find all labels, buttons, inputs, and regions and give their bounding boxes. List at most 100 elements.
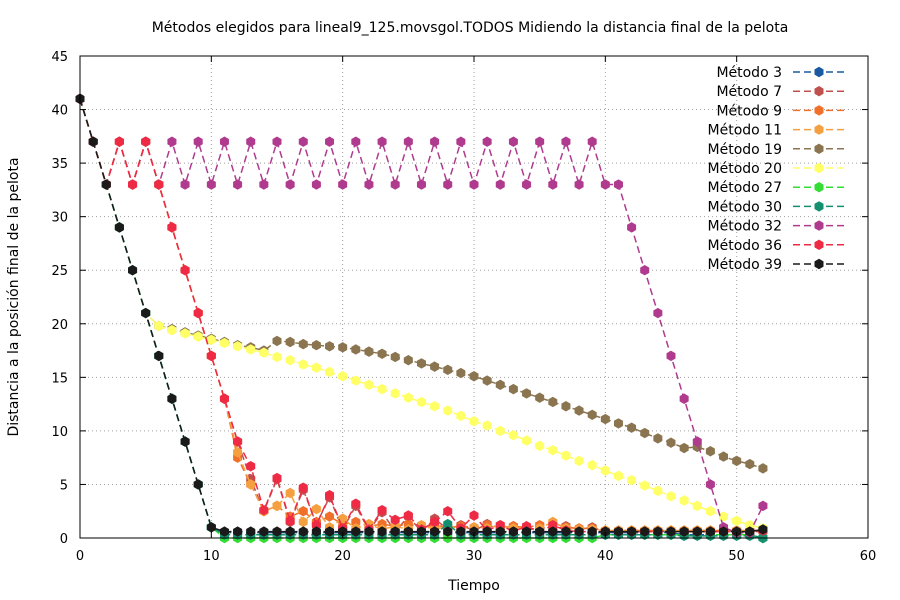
legend-label: Método 9 xyxy=(716,103,782,119)
data-point xyxy=(259,504,269,516)
data-point xyxy=(285,515,295,527)
legend-item: Método 19 xyxy=(708,142,845,158)
y-tick-label: 15 xyxy=(51,371,68,386)
data-point xyxy=(719,526,729,537)
legend-label: Método 39 xyxy=(708,257,782,273)
data-point xyxy=(246,461,256,472)
data-point xyxy=(522,388,532,399)
data-point xyxy=(403,136,413,147)
data-point xyxy=(574,179,584,190)
legend-marker xyxy=(814,258,824,270)
data-point xyxy=(522,179,532,190)
data-point xyxy=(666,491,676,502)
data-point xyxy=(390,179,400,190)
legend-item: Método 11 xyxy=(708,123,845,139)
data-point xyxy=(285,526,295,537)
legend-item: Método 39 xyxy=(708,257,845,273)
data-point xyxy=(377,504,387,516)
data-point xyxy=(508,383,518,395)
grid-lines xyxy=(80,56,868,538)
series-4 xyxy=(75,93,768,536)
data-point xyxy=(206,522,216,533)
data-point xyxy=(482,375,492,386)
data-point xyxy=(351,344,361,355)
data-point xyxy=(403,510,413,521)
legend-marker xyxy=(814,182,824,193)
data-point xyxy=(456,136,466,147)
data-point xyxy=(416,396,426,408)
data-point xyxy=(416,179,426,190)
data-point xyxy=(732,515,742,527)
data-point xyxy=(351,498,361,509)
data-point xyxy=(679,393,689,404)
series-2 xyxy=(75,93,768,537)
data-point xyxy=(627,526,637,537)
data-point xyxy=(587,136,597,147)
data-point xyxy=(705,526,715,537)
legend-item: Método 9 xyxy=(716,103,845,119)
data-point xyxy=(666,350,676,362)
data-point xyxy=(443,179,453,190)
series-layer xyxy=(75,93,768,544)
data-point xyxy=(443,364,453,376)
data-point xyxy=(469,526,479,537)
y-tick-label: 35 xyxy=(51,157,68,172)
data-point xyxy=(574,405,584,416)
data-point xyxy=(561,136,571,147)
data-point xyxy=(416,358,426,369)
y-tick-label: 20 xyxy=(51,318,68,333)
data-point xyxy=(403,392,413,403)
legend-label: Método 32 xyxy=(708,219,782,235)
data-point xyxy=(325,341,335,352)
data-point xyxy=(154,320,164,332)
data-point xyxy=(600,413,610,425)
data-point xyxy=(390,514,400,525)
data-point xyxy=(141,307,151,319)
x-tick-label: 60 xyxy=(860,549,877,564)
x-tick-label: 20 xyxy=(334,549,351,564)
data-point xyxy=(364,179,374,190)
data-point xyxy=(495,425,505,437)
legend-label: Método 30 xyxy=(708,199,782,215)
data-point xyxy=(495,379,505,391)
data-point xyxy=(430,361,440,372)
data-point xyxy=(219,526,229,537)
data-point xyxy=(233,179,243,190)
data-point xyxy=(403,526,413,537)
data-point xyxy=(101,179,111,190)
chart-title: Métodos elegidos para lineal9_125.movsgo… xyxy=(152,20,789,36)
data-point xyxy=(705,506,715,517)
series-line xyxy=(79,98,764,539)
series-8 xyxy=(75,93,768,544)
data-point xyxy=(219,393,229,404)
series-line xyxy=(79,98,764,470)
data-point xyxy=(128,179,138,190)
legend-marker xyxy=(814,124,824,135)
data-point xyxy=(574,526,584,537)
data-point xyxy=(298,482,308,493)
data-point xyxy=(627,474,637,486)
data-point xyxy=(600,526,610,537)
series-11 xyxy=(75,93,768,537)
data-point xyxy=(495,179,505,190)
y-tick-label: 45 xyxy=(51,50,68,65)
data-point xyxy=(233,526,243,537)
data-point xyxy=(285,336,295,348)
data-point xyxy=(180,179,190,190)
data-point xyxy=(285,179,295,190)
data-point xyxy=(154,179,164,190)
data-point xyxy=(535,526,545,537)
y-tick-label: 30 xyxy=(51,211,68,226)
series-3 xyxy=(75,93,768,536)
data-point xyxy=(705,446,715,457)
legend-marker xyxy=(814,220,824,231)
data-point xyxy=(193,331,203,342)
data-point xyxy=(758,500,768,512)
legend-marker xyxy=(814,105,824,116)
data-point xyxy=(692,500,702,512)
y-tick-label: 10 xyxy=(51,425,68,440)
data-point xyxy=(587,526,597,537)
legend-label: Método 3 xyxy=(716,65,782,81)
data-point xyxy=(180,265,190,276)
data-point xyxy=(443,518,453,530)
